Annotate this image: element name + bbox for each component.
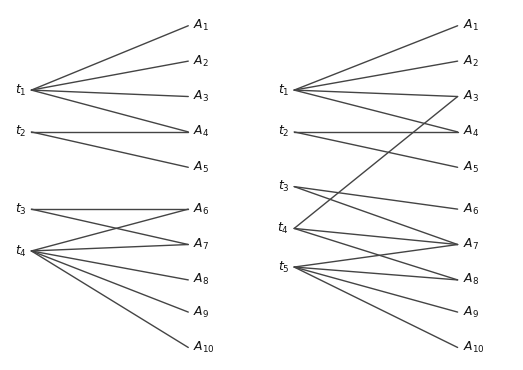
Text: $t_{4}$: $t_{4}$	[277, 221, 289, 236]
Text: $A_{8}$: $A_{8}$	[193, 272, 209, 287]
Text: $t_{2}$: $t_{2}$	[278, 124, 289, 139]
Text: $A_{9}$: $A_{9}$	[193, 305, 209, 320]
Text: $A_{1}$: $A_{1}$	[462, 18, 479, 33]
Text: $A_{4}$: $A_{4}$	[462, 124, 479, 139]
Text: $A_{6}$: $A_{6}$	[462, 202, 479, 217]
Text: $A_{5}$: $A_{5}$	[193, 160, 209, 175]
Text: $A_{6}$: $A_{6}$	[193, 202, 209, 217]
Text: $A_{7}$: $A_{7}$	[193, 237, 209, 252]
Text: $A_{10}$: $A_{10}$	[193, 340, 215, 355]
Text: $A_{3}$: $A_{3}$	[462, 89, 479, 104]
Text: $t_{5}$: $t_{5}$	[278, 259, 289, 275]
Text: $A_{8}$: $A_{8}$	[462, 272, 479, 287]
Text: $A_{10}$: $A_{10}$	[462, 340, 484, 355]
Text: $A_{2}$: $A_{2}$	[462, 54, 479, 69]
Text: $A_{4}$: $A_{4}$	[193, 124, 209, 139]
Text: $t_{1}$: $t_{1}$	[278, 83, 289, 98]
Text: $A_{3}$: $A_{3}$	[193, 89, 209, 104]
Text: $A_{5}$: $A_{5}$	[462, 160, 479, 175]
Text: $t_{4}$: $t_{4}$	[15, 243, 27, 259]
Text: $t_{1}$: $t_{1}$	[15, 83, 27, 98]
Text: $A_{2}$: $A_{2}$	[193, 54, 209, 69]
Text: $t_{3}$: $t_{3}$	[278, 179, 289, 194]
Text: $t_{3}$: $t_{3}$	[15, 202, 27, 217]
Text: $t_{2}$: $t_{2}$	[15, 124, 27, 139]
Text: $A_{7}$: $A_{7}$	[462, 237, 479, 252]
Text: $A_{1}$: $A_{1}$	[193, 18, 209, 33]
Text: $A_{9}$: $A_{9}$	[462, 305, 479, 320]
